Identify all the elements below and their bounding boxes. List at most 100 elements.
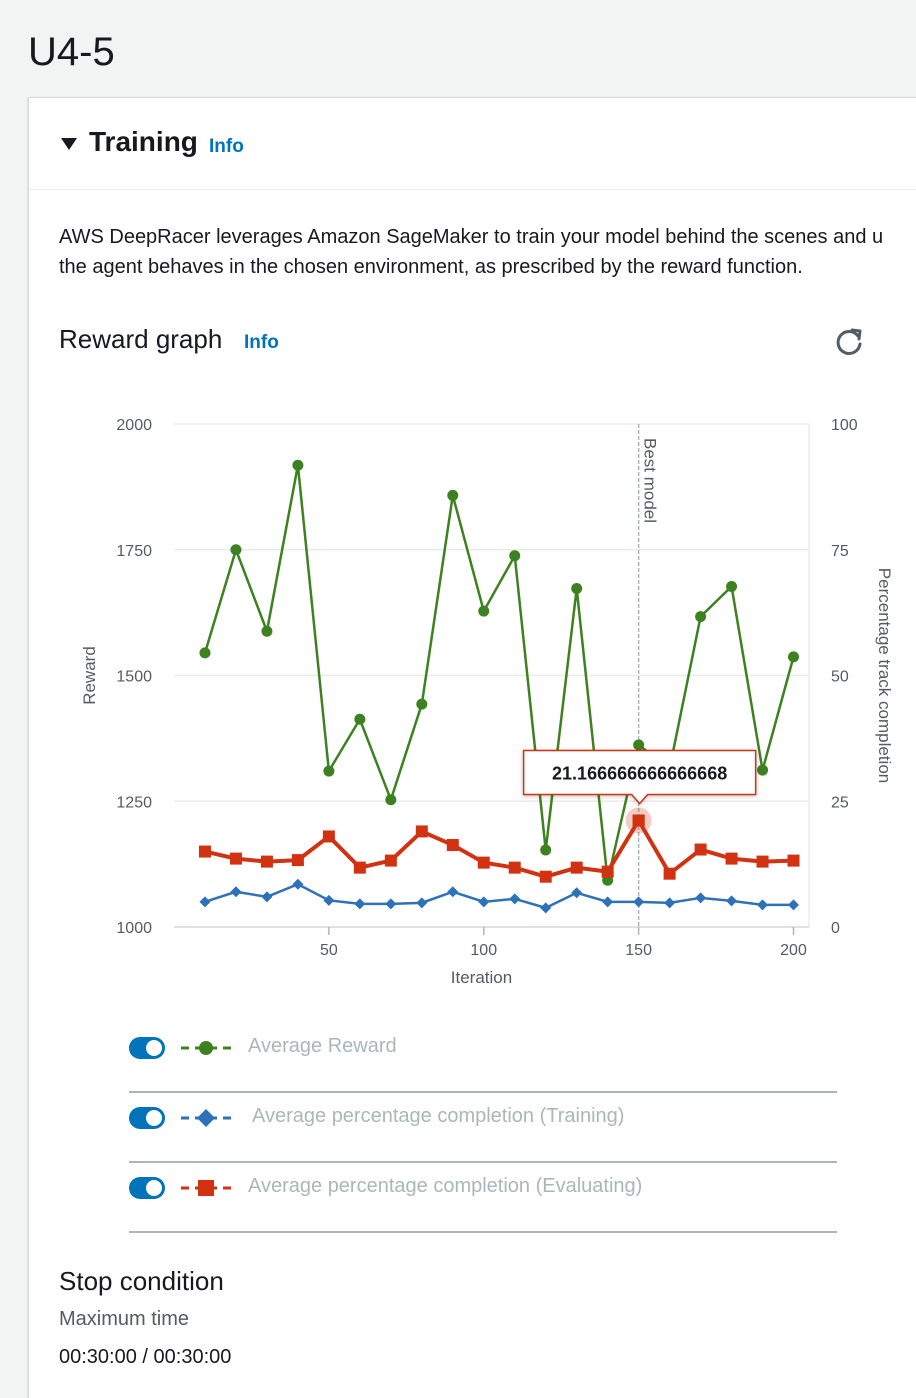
data-point (199, 647, 211, 659)
y2-tick-label: 0 (831, 920, 840, 937)
data-point (261, 891, 273, 903)
data-point (354, 898, 366, 910)
training-panel: Training Info AWS DeepRacer leverages Am… (28, 97, 916, 1398)
data-point (788, 899, 800, 911)
data-point (292, 459, 304, 471)
training-info-link[interactable]: Info (209, 136, 244, 157)
legend-item-evaluating-completion: Average percentage completion (Evaluatin… (129, 1163, 837, 1233)
y-tick-label: 1000 (116, 920, 152, 937)
data-point (385, 898, 397, 910)
data-point (477, 856, 490, 869)
data-point (446, 839, 459, 852)
data-point (292, 878, 304, 890)
data-point (540, 844, 552, 856)
caret-down-icon[interactable] (61, 138, 77, 150)
data-point (726, 895, 738, 907)
toggle-training-completion[interactable] (129, 1107, 165, 1129)
data-point (199, 896, 211, 908)
data-point (230, 886, 242, 898)
data-point (323, 894, 335, 906)
data-point (726, 580, 738, 592)
y-tick-label: 1250 (116, 794, 152, 811)
description-line-2: the agent behaves in the chosen environm… (59, 256, 803, 278)
series-line (203, 465, 795, 881)
data-point (633, 739, 645, 751)
toggle-evaluating-completion[interactable] (129, 1177, 165, 1199)
y2-tick-label: 25 (831, 794, 849, 811)
data-point (756, 855, 769, 868)
x-tick-label: 100 (470, 942, 497, 959)
training-header[interactable]: Training Info (29, 98, 916, 190)
data-point (787, 854, 800, 867)
data-point (291, 854, 304, 867)
x-axis-label: Iteration (451, 968, 512, 987)
page-title: U4-5 (28, 30, 115, 74)
data-point (694, 843, 707, 856)
circle-marker-icon (181, 1041, 231, 1055)
data-point (788, 651, 800, 663)
data-point (664, 897, 676, 909)
data-point (415, 825, 428, 838)
data-point (540, 902, 552, 914)
data-point (571, 887, 583, 899)
data-point (695, 892, 707, 904)
square-marker-icon (181, 1180, 231, 1196)
series-line (204, 882, 794, 910)
data-point (539, 870, 552, 883)
legend-label: Average Reward (248, 1035, 397, 1057)
data-point (447, 489, 459, 501)
refresh-icon[interactable] (833, 326, 865, 358)
reward-graph-info-link[interactable]: Info (244, 332, 279, 353)
data-point (509, 550, 521, 562)
legend: Average Reward Average percentage comple… (129, 1023, 837, 1233)
data-point (509, 893, 521, 905)
data-point (602, 896, 614, 908)
stop-condition-label: Maximum time (59, 1308, 190, 1330)
x-tick-label: 50 (320, 942, 338, 959)
data-point (229, 852, 242, 865)
data-point (260, 855, 273, 868)
toggle-average-reward[interactable] (129, 1037, 165, 1059)
description-line-1: AWS DeepRacer leverages Amazon SageMaker… (59, 226, 884, 248)
stop-condition-value: 00:30:00 / 00:30:00 (59, 1346, 232, 1368)
data-point (416, 698, 428, 710)
reward-chart: 1000 1250 1500 1750 2000 0 25 50 75 100 50 100 150 20… (80, 417, 894, 987)
y2-tick-label: 50 (831, 669, 849, 686)
data-point (571, 582, 583, 594)
legend-label: Average percentage completion (Training) (252, 1105, 625, 1127)
data-point (478, 605, 490, 617)
y-tick-label: 1750 (116, 543, 152, 560)
data-point (663, 867, 676, 880)
data-point (570, 861, 583, 874)
training-title[interactable]: Training (89, 126, 198, 157)
data-point (447, 886, 459, 898)
data-point (416, 897, 428, 909)
x-tick-label: 200 (780, 942, 807, 959)
y-tick-label: 1500 (116, 669, 152, 686)
data-point (384, 854, 397, 867)
data-point (633, 896, 645, 908)
data-point (198, 845, 211, 858)
x-tick-label: 150 (625, 942, 652, 959)
tooltip-text: 21.166666666666668 (552, 764, 727, 784)
data-point (385, 794, 397, 806)
stop-condition-title: Stop condition (59, 1266, 224, 1296)
y-axis-label: Reward (80, 646, 99, 705)
data-point (261, 625, 273, 637)
reward-graph-title: Reward graph (59, 324, 223, 354)
legend-label: Average percentage completion (Evaluatin… (248, 1175, 643, 1197)
data-point (353, 861, 366, 874)
tooltip-box (522, 749, 757, 805)
y2-axis-label: Percentage track completion (875, 568, 894, 783)
y-tick-label: 2000 (116, 417, 152, 434)
best-model-label: Best model (641, 438, 660, 523)
data-point (508, 861, 521, 874)
data-point (230, 544, 242, 556)
data-point (322, 830, 335, 843)
legend-item-training-completion: Average percentage completion (Training) (129, 1093, 837, 1163)
data-point (354, 713, 366, 725)
data-point (757, 764, 769, 776)
data-point (695, 611, 707, 623)
legend-item-average-reward: Average Reward (129, 1023, 837, 1093)
data-point (323, 765, 335, 777)
